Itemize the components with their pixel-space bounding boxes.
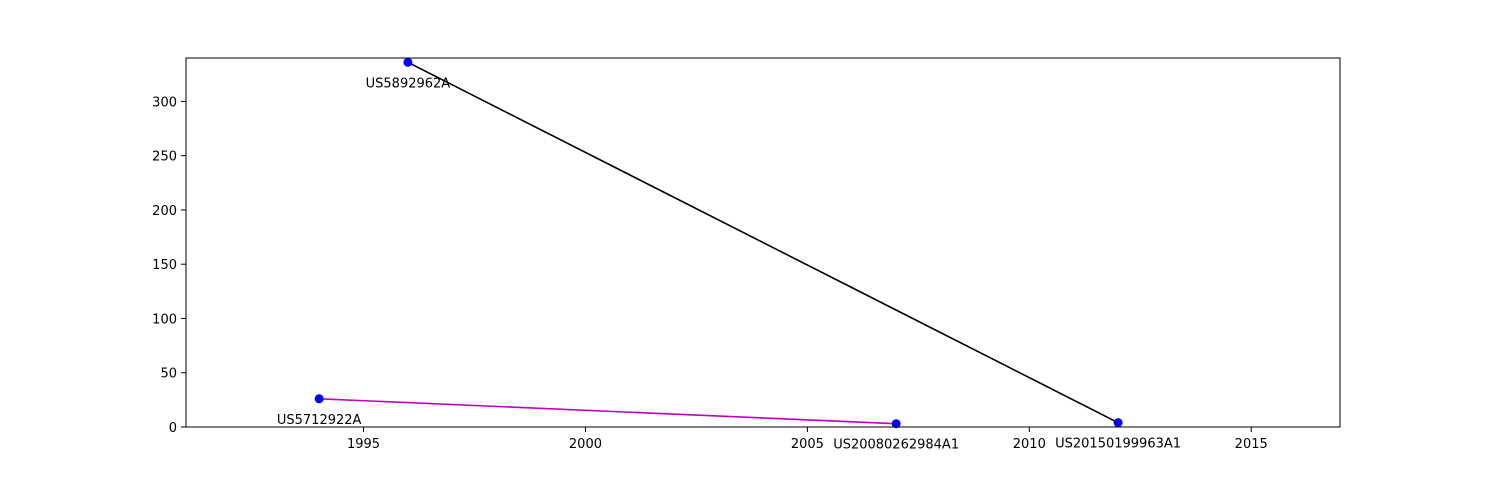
data-point-marker (314, 394, 324, 404)
data-point-marker (1113, 418, 1123, 428)
series-line (407, 61, 1119, 424)
x-tick-label: 2015 (1235, 437, 1268, 452)
y-tick-label: 300 (152, 95, 177, 110)
x-axis: 1995 2000 2005 2010 2015 (347, 427, 1268, 452)
series-layer (319, 61, 1119, 425)
y-tick-label: 250 (152, 150, 177, 165)
y-tick-label: 200 (152, 204, 177, 219)
y-tick-label: 0 (169, 421, 177, 436)
x-tick-label: 2005 (791, 437, 824, 452)
x-tick-label: 1995 (347, 437, 380, 452)
plot-frame (185, 57, 1341, 428)
marker-layer (314, 57, 1123, 429)
y-axis: 0 50 100 150 200 250 300 (152, 95, 186, 436)
data-point-marker (403, 57, 413, 67)
data-point-label: US5712922A (277, 413, 362, 428)
y-tick-label: 50 (160, 367, 177, 382)
data-point-label: US20150199963A1 (1055, 437, 1181, 452)
y-tick-label: 100 (152, 312, 177, 327)
data-point-marker (891, 419, 901, 429)
series-line (319, 397, 897, 425)
point-label-layer: US5892962A US20150199963A1 US5712922A US200… (277, 76, 1181, 452)
data-point-label: US5892962A (366, 76, 451, 91)
y-tick-label: 150 (152, 258, 177, 273)
x-tick-label: 2000 (569, 437, 602, 452)
x-tick-label: 2010 (1013, 437, 1046, 452)
data-point-label: US20080262984A1 (833, 438, 959, 453)
